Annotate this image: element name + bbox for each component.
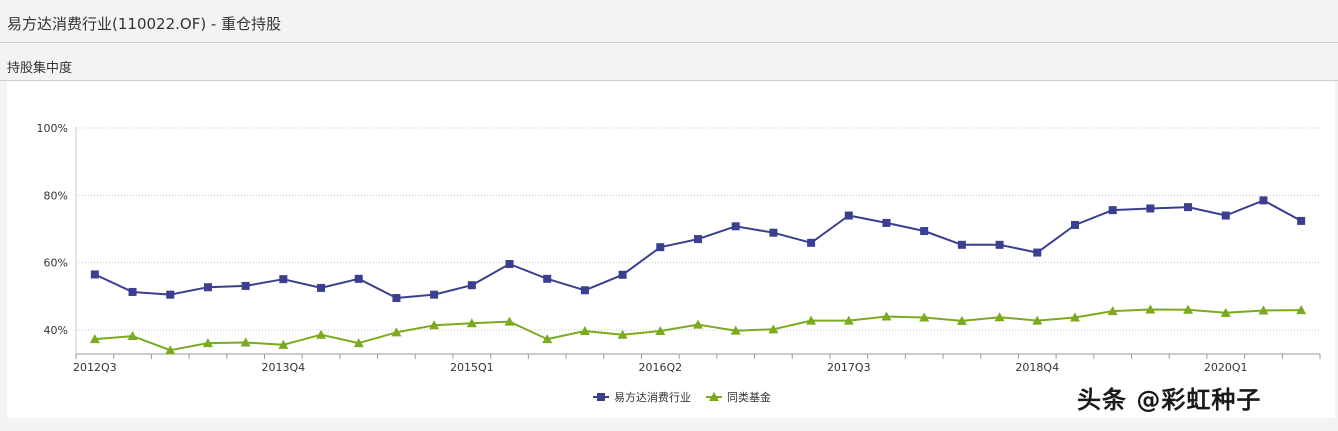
data-point[interactable] (1107, 306, 1118, 316)
data-point[interactable] (1070, 220, 1079, 229)
x-tick-label: 2020Q1 (1204, 361, 1248, 374)
data-point[interactable] (1220, 307, 1231, 317)
data-point[interactable] (1221, 211, 1230, 220)
x-tick-label: 2013Q4 (261, 361, 305, 374)
data-point[interactable] (279, 275, 288, 284)
data-point[interactable] (1145, 304, 1156, 314)
section-header: 持股集中度 (0, 43, 1338, 81)
grid-lines (76, 127, 1320, 331)
data-point[interactable] (429, 320, 440, 330)
data-point[interactable] (919, 312, 930, 322)
data-point[interactable] (882, 218, 891, 227)
data-point[interactable] (89, 334, 100, 344)
data-point[interactable] (807, 238, 816, 247)
data-point[interactable] (1183, 304, 1194, 314)
data-point[interactable] (353, 338, 364, 348)
data-point[interactable] (127, 331, 138, 341)
data-point[interactable] (693, 319, 703, 329)
data-point[interactable] (655, 326, 666, 336)
data-point[interactable] (90, 270, 99, 279)
data-point[interactable] (316, 329, 327, 339)
data-point[interactable] (1069, 312, 1080, 322)
data-point[interactable] (542, 334, 553, 344)
data-point[interactable] (1184, 203, 1193, 212)
data-point[interactable] (844, 211, 853, 220)
page-title: 易方达消费行业(110022.OF) - 重仓持股 (7, 15, 282, 33)
header-bar: 易方达消费行业(110022.OF) - 重仓持股 (0, 0, 1338, 43)
data-point[interactable] (203, 283, 212, 292)
data-point[interactable] (956, 315, 967, 325)
data-point[interactable] (505, 260, 514, 269)
x-tick-label: 2018Q4 (1015, 361, 1059, 374)
axes: 100% 80% 60% 40% 2012Q3 2013Q4 2015Q1 2016Q2 201… (37, 122, 1321, 374)
data-point[interactable] (1032, 315, 1043, 325)
data-point[interactable] (467, 281, 476, 290)
y-tick-label: 80% (44, 189, 68, 202)
data-point[interactable] (392, 294, 401, 303)
section-title: 持股集中度 (7, 61, 73, 76)
data-point[interactable] (1146, 204, 1155, 213)
data-point[interactable] (580, 286, 589, 295)
legend-triangle-icon (709, 392, 719, 401)
data-point[interactable] (731, 222, 740, 231)
data-point[interactable] (278, 339, 289, 349)
data-point[interactable] (769, 228, 778, 237)
data-point[interactable] (1297, 216, 1306, 225)
data-point[interactable] (241, 281, 250, 290)
data-point[interactable] (730, 325, 741, 335)
data-point[interactable] (166, 290, 175, 299)
legend[interactable]: 易方达消费行业 同类基金 (593, 390, 771, 404)
watermark-text: 头条 @彩虹种子 (1077, 386, 1262, 414)
data-point[interactable] (543, 274, 552, 283)
data-point[interactable] (768, 324, 779, 334)
data-point[interactable] (994, 312, 1005, 322)
data-point[interactable] (240, 337, 251, 347)
data-point[interactable] (1258, 305, 1269, 315)
data-point[interactable] (920, 227, 929, 236)
x-tick-label: 2015Q1 (450, 361, 494, 374)
x-tick-label: 2017Q3 (827, 361, 871, 374)
data-point[interactable] (881, 311, 892, 321)
y-tick-label: 100% (37, 122, 68, 135)
data-point[interactable] (617, 329, 628, 339)
data-point[interactable] (957, 240, 966, 249)
chart-panel (7, 81, 1335, 418)
legend-label: 易方达消费行业 (614, 390, 691, 404)
y-tick-label: 60% (44, 257, 68, 270)
legend-square-icon (597, 393, 605, 401)
x-tick-label: 2012Q3 (73, 361, 117, 374)
data-point[interactable] (165, 345, 176, 355)
data-point[interactable] (430, 290, 439, 299)
x-tick-label: 2016Q2 (638, 361, 682, 374)
data-point[interactable] (1259, 196, 1268, 205)
series-line (94, 199, 1302, 299)
data-point[interactable] (618, 270, 627, 279)
legend-item[interactable]: 易方达消费行业 (593, 390, 691, 404)
data-point[interactable] (843, 315, 854, 325)
data-point[interactable] (391, 327, 402, 337)
legend-item[interactable]: 同类基金 (706, 390, 771, 404)
data-point[interactable] (1108, 206, 1117, 215)
data-point[interactable] (1296, 305, 1307, 315)
data-point[interactable] (1033, 248, 1042, 257)
data-point[interactable] (128, 287, 137, 296)
data-point[interactable] (466, 318, 477, 328)
data-point[interactable] (656, 243, 665, 252)
data-point[interactable] (354, 274, 363, 283)
data-point[interactable] (806, 315, 817, 325)
data-point[interactable] (694, 235, 702, 244)
y-tick-label: 40% (44, 324, 68, 337)
data-point[interactable] (579, 326, 590, 336)
legend-label: 同类基金 (727, 390, 771, 404)
data-point[interactable] (995, 240, 1004, 249)
data-point[interactable] (317, 283, 326, 292)
data-point[interactable] (504, 316, 515, 326)
data-point[interactable] (202, 338, 213, 348)
series-group (89, 196, 1307, 355)
